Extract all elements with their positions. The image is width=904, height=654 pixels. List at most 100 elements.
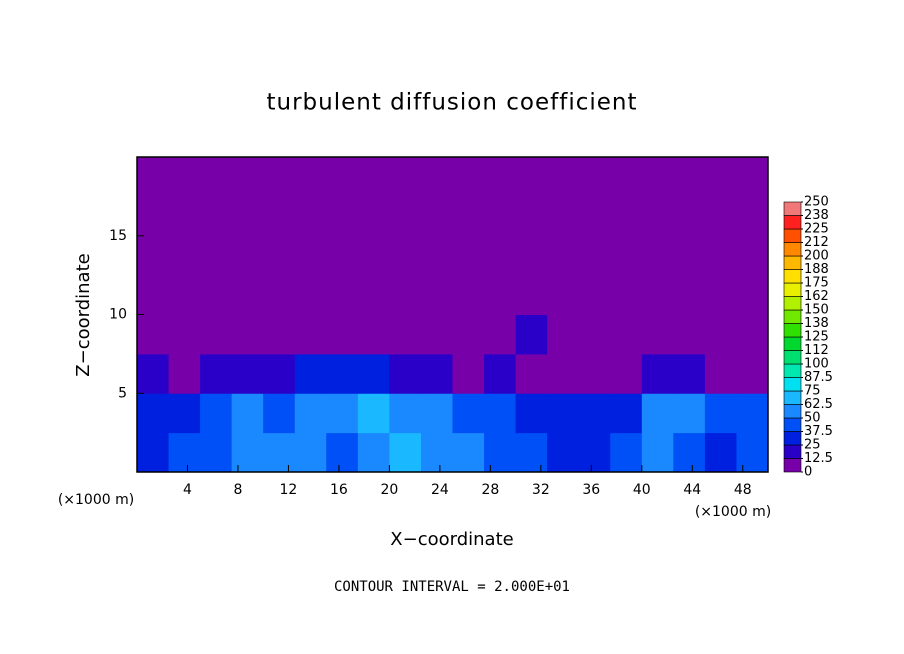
field-cell: [263, 157, 296, 197]
field-cell: [357, 393, 390, 434]
colorbar-swatch: [783, 228, 802, 243]
field-cell: [263, 393, 296, 434]
field-cell: [578, 353, 611, 394]
colorbar-swatch: [783, 323, 802, 338]
colorbar-swatch: [783, 269, 802, 284]
y-tick-label: 5: [118, 385, 127, 401]
field-cell: [484, 353, 517, 394]
field-cell: [200, 393, 233, 434]
field-cell: [515, 393, 548, 434]
colorbar-label: 125: [804, 330, 829, 345]
field-cell: [610, 157, 643, 197]
colorbar-swatch: [783, 404, 802, 419]
field-cell: [326, 235, 359, 276]
field-cell: [452, 275, 485, 315]
colorbar-label: 50: [804, 411, 821, 426]
colorbar-label: 225: [804, 222, 829, 237]
field-cell: [452, 235, 485, 276]
field-cell: [420, 157, 453, 197]
field-cell: [452, 196, 485, 237]
field-cell: [420, 432, 453, 473]
field-cell: [137, 157, 170, 197]
field-cell: [389, 393, 422, 434]
x-tick-label: 8: [233, 482, 242, 498]
field-cell: [168, 314, 201, 355]
x-axis-label: X−coordinate: [390, 529, 513, 550]
field-cell: [294, 235, 327, 276]
field-cell: [452, 432, 485, 473]
field-cell: [168, 157, 201, 197]
field-cell: [547, 393, 580, 434]
field-cell: [673, 196, 706, 237]
field-cell: [294, 432, 327, 473]
field-cell: [547, 314, 580, 355]
field-cell: [484, 393, 517, 434]
field-cell: [641, 275, 674, 315]
field-cell: [168, 393, 201, 434]
x-tick-label: 28: [481, 482, 499, 498]
footnote: CONTOUR INTERVAL = 2.000E+01: [334, 579, 570, 595]
field-cell: [294, 314, 327, 355]
field-cell: [704, 393, 737, 434]
field-cell: [515, 157, 548, 197]
field-cell: [357, 432, 390, 473]
field-cell: [515, 235, 548, 276]
field-cell: [389, 432, 422, 473]
field-cell: [263, 432, 296, 473]
colorbar-swatch: [783, 336, 802, 351]
field-cell: [610, 353, 643, 394]
field-cell: [736, 432, 769, 473]
y-tick-label: 10: [109, 307, 127, 323]
colorbar-label: 238: [804, 208, 829, 223]
field-cell: [641, 157, 674, 197]
field-cell: [168, 196, 201, 237]
field-cell: [168, 353, 201, 394]
field-cell: [547, 235, 580, 276]
colorbar-swatch: [783, 309, 802, 324]
field-cell: [294, 353, 327, 394]
field-cell: [357, 275, 390, 315]
colorbar-label: 87.5: [804, 370, 833, 385]
y-tick-label: 15: [109, 228, 127, 244]
field-cell: [641, 432, 674, 473]
colorbar-swatch: [783, 458, 802, 473]
x-tick-label: 16: [330, 482, 348, 498]
field-cell: [484, 275, 517, 315]
field-cell: [452, 314, 485, 355]
field-cell: [704, 196, 737, 237]
field-cell: [704, 314, 737, 355]
field-cell: [231, 314, 264, 355]
field-cell: [231, 393, 264, 434]
colorbar-swatch: [783, 417, 802, 432]
field-cell: [736, 157, 769, 197]
field-cell: [389, 353, 422, 394]
colorbar-label: 188: [804, 262, 829, 277]
x-tick-label: 48: [734, 482, 752, 498]
field-cell: [231, 157, 264, 197]
field-cell: [484, 314, 517, 355]
field-cell: [263, 353, 296, 394]
field-cell: [578, 157, 611, 197]
field-cell: [704, 432, 737, 473]
field-cell: [610, 393, 643, 434]
field-cell: [326, 157, 359, 197]
field-cell: [231, 196, 264, 237]
field-cell: [673, 235, 706, 276]
field-cell: [357, 196, 390, 237]
colorbar-swatch: [783, 363, 802, 378]
chart-title: turbulent diffusion coefficient: [266, 90, 637, 116]
field-cell: [673, 393, 706, 434]
field-cell: [200, 353, 233, 394]
colorbar-label: 200: [804, 249, 829, 264]
x-tick-label: 4: [183, 482, 192, 498]
field-cell: [704, 353, 737, 394]
field-cell: [673, 275, 706, 315]
field-cell: [484, 196, 517, 237]
field-cell: [547, 196, 580, 237]
field-cell: [137, 275, 170, 315]
colorbar-swatch: [783, 242, 802, 257]
field-cell: [515, 432, 548, 473]
field-cell: [578, 314, 611, 355]
field-cell: [547, 275, 580, 315]
field-cell: [515, 196, 548, 237]
